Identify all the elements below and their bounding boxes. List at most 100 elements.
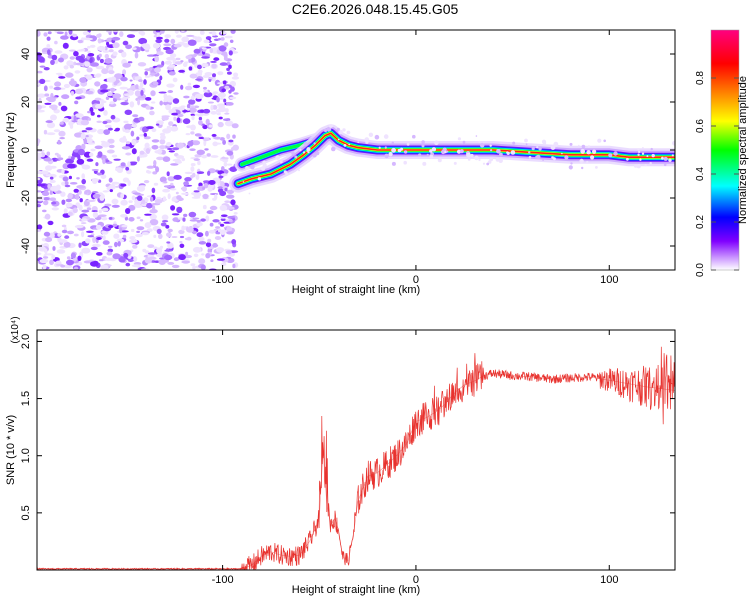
noise-speck [57, 233, 62, 237]
noise-speck [181, 36, 190, 43]
noise-speck [130, 228, 135, 233]
noise-speck [68, 175, 72, 180]
noise-speck [107, 248, 114, 253]
noise-speck [160, 222, 167, 227]
y-tick-label: -40 [20, 238, 32, 254]
noise-speck [84, 37, 93, 41]
noise-speck [46, 122, 56, 129]
noise-speck [205, 253, 211, 259]
noise-speck [104, 124, 112, 128]
noise-speck [215, 226, 221, 229]
noise-speck [50, 114, 57, 121]
noise-speck [131, 195, 136, 201]
noise-speck [85, 74, 93, 81]
ridge-speck [650, 147, 653, 151]
noise-speck [81, 143, 86, 150]
noise-speck [45, 165, 53, 171]
ridge-speck [569, 142, 573, 146]
noise-speck [58, 57, 64, 63]
noise-speck [87, 50, 91, 54]
noise-speck [171, 147, 180, 151]
noise-speck [108, 70, 115, 75]
noise-speck [122, 234, 127, 239]
noise-speck [205, 36, 212, 40]
ridge-speck [474, 155, 479, 161]
noise-speck [80, 119, 90, 126]
noise-speck [85, 90, 94, 95]
noise-speck [205, 215, 210, 222]
noise-speck [84, 61, 90, 67]
ridge-speck [421, 140, 425, 144]
noise-speck [95, 224, 102, 230]
noise-speck [109, 189, 114, 193]
noise-speck [205, 230, 209, 237]
noise-speck [63, 65, 69, 70]
ridge-speck [403, 150, 408, 154]
noise-speck [102, 158, 106, 165]
noise-speck [37, 104, 42, 110]
noise-speck [82, 31, 90, 36]
noise-speck [47, 31, 52, 35]
noise-speck [186, 34, 195, 37]
ridge-speck [538, 147, 542, 151]
noise-speck [170, 163, 179, 166]
noise-speck [96, 252, 103, 256]
noise-speck [104, 203, 112, 207]
noise-speck [97, 46, 106, 51]
ridge-speck [570, 162, 573, 165]
noise-speck [168, 71, 176, 76]
noise-speck [128, 204, 136, 211]
noise-speck [219, 62, 228, 66]
ridge-speck [561, 152, 563, 155]
noise-speck [218, 105, 226, 111]
noise-speck [139, 150, 145, 155]
noise-speck [163, 185, 171, 188]
noise-speck [71, 156, 75, 161]
noise-speck [168, 121, 174, 126]
noise-speck [190, 95, 195, 100]
noise-speck [176, 117, 181, 124]
ridge-speck [626, 157, 629, 161]
noise-speck [223, 161, 228, 167]
ridge-speck [478, 140, 481, 143]
noise-speck [167, 176, 175, 182]
noise-speck [218, 45, 227, 52]
noise-speck [231, 239, 237, 245]
noise-speck [218, 92, 226, 98]
noise-speck [221, 166, 225, 171]
noise-speck [183, 181, 190, 186]
noise-speck [216, 247, 225, 253]
noise-speck [217, 82, 225, 85]
noise-speck [96, 172, 103, 176]
noise-speck [142, 232, 149, 236]
noise-speck [37, 30, 41, 37]
noise-speck [219, 204, 228, 211]
noise-speck [87, 235, 94, 238]
ridge-speck [586, 160, 589, 164]
noise-speck [68, 49, 77, 52]
noise-speck [194, 93, 204, 100]
noise-speck [209, 193, 219, 195]
noise-speck [64, 184, 71, 188]
noise-speck [120, 101, 129, 106]
noise-speck [128, 200, 133, 204]
colorbar-label: Normalized spectral amplitude [737, 76, 749, 224]
noise-speck [108, 177, 113, 183]
noise-speck [163, 181, 168, 184]
noise-speck [37, 109, 45, 113]
noise-speck [198, 116, 203, 121]
noise-speck [169, 188, 177, 191]
noise-speck [138, 79, 143, 82]
ridge-speck [346, 130, 351, 135]
noise-speck [92, 211, 99, 218]
noise-speck [168, 150, 175, 153]
ridge-speck [668, 158, 672, 162]
noise-speck [116, 98, 121, 101]
ridge-speck [391, 147, 396, 153]
noise-speck [202, 137, 210, 142]
noise-speck [72, 207, 78, 214]
noise-speck [81, 247, 91, 254]
noise-speck [69, 56, 76, 60]
noise-speck [156, 64, 164, 68]
noise-speck [211, 31, 217, 36]
